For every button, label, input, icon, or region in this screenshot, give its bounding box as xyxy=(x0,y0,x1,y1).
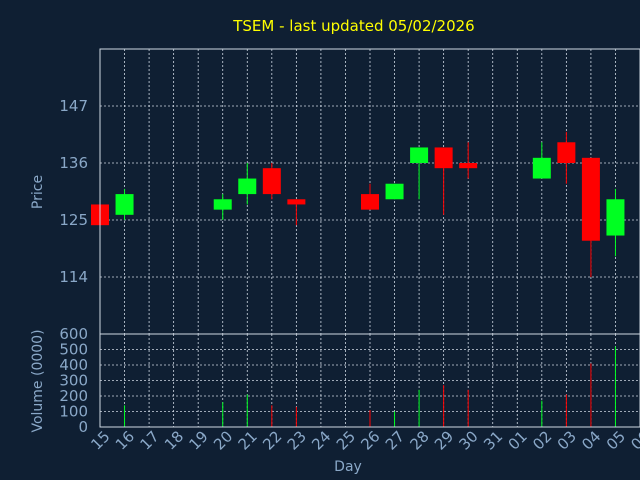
x-tick-label: 02 xyxy=(529,427,555,453)
candle-body xyxy=(434,147,453,169)
volume-axis-label: Volume (0000) xyxy=(30,329,46,432)
volume-panel: 0100200300400500600151617181920212223242… xyxy=(59,325,640,454)
chart-title: TSEM - last updated 05/02/2026 xyxy=(232,17,474,35)
candle-body xyxy=(213,199,232,210)
x-tick-label: 01 xyxy=(505,427,531,453)
price-axis-label: Price xyxy=(30,175,46,209)
candle-body xyxy=(385,183,404,200)
candle-body xyxy=(532,157,551,179)
x-tick-label: 15 xyxy=(87,427,113,453)
x-tick-label: 16 xyxy=(112,427,138,453)
candle-body xyxy=(361,194,379,210)
x-tick-label: 30 xyxy=(456,427,482,453)
x-tick-label: 04 xyxy=(578,427,604,453)
price-tick-label: 136 xyxy=(59,154,88,172)
x-tick-label: 17 xyxy=(136,427,162,453)
x-tick-label: 06 xyxy=(627,427,640,453)
x-tick-label: 03 xyxy=(554,427,580,453)
x-axis-label: Day xyxy=(334,459,362,475)
x-tick-label: 21 xyxy=(235,427,261,453)
volume-panel-frame xyxy=(99,333,640,428)
volume-tick-label: 400 xyxy=(59,356,88,374)
x-tick-label: 22 xyxy=(259,427,285,453)
candle-body xyxy=(238,178,257,195)
volume-tick-label: 200 xyxy=(59,387,88,405)
price-panel: 114 125 136 147 xyxy=(59,48,640,335)
x-tick-label: 20 xyxy=(210,427,236,453)
candle-body xyxy=(115,194,134,215)
x-tick-label: 23 xyxy=(284,427,310,453)
x-tick-label: 24 xyxy=(308,427,334,453)
x-tick-label: 31 xyxy=(480,427,506,453)
x-tick-label: 18 xyxy=(161,427,187,453)
x-tick-label: 19 xyxy=(186,427,212,453)
candle-body xyxy=(581,157,600,241)
candle-body xyxy=(557,142,576,163)
price-tick-label: 114 xyxy=(59,268,88,286)
volume-tick-label: 500 xyxy=(59,341,88,359)
x-tick-label: 26 xyxy=(357,427,383,453)
candle-body xyxy=(262,168,281,195)
candle-body xyxy=(606,199,625,236)
x-tick-label: 29 xyxy=(431,427,457,453)
candle-body xyxy=(287,199,306,205)
x-tick-label: 05 xyxy=(603,427,629,453)
x-tick-label: 28 xyxy=(406,427,432,453)
x-tick-label: 25 xyxy=(333,427,359,453)
x-tick-label: 27 xyxy=(382,427,408,453)
price-tick-label: 125 xyxy=(59,211,88,229)
volume-tick-label: 600 xyxy=(59,325,88,343)
candle-body xyxy=(410,147,429,163)
candle-body xyxy=(459,163,478,169)
volume-tick-label: 0 xyxy=(78,418,88,436)
volume-tick-label: 100 xyxy=(59,403,88,421)
volume-tick-label: 300 xyxy=(59,372,88,390)
price-tick-label: 147 xyxy=(59,97,88,115)
